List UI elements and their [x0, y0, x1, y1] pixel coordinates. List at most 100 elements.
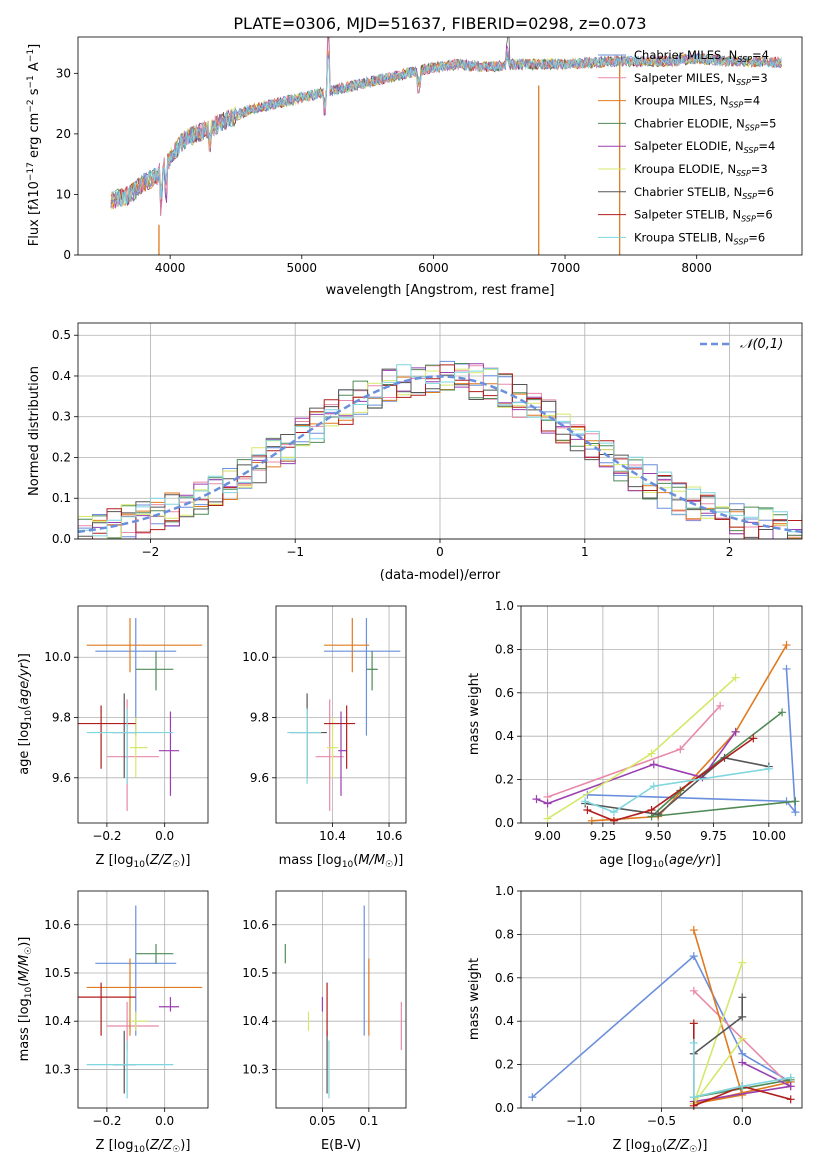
x-tick-label: 6000	[418, 261, 449, 275]
x-tick-label: 7000	[550, 261, 581, 275]
weight-line	[591, 644, 788, 822]
mass-vs-EBV-xlabel: E(B-V)	[321, 1138, 361, 1153]
x-tick-label: 5000	[287, 261, 318, 275]
x-tick-label: 0.0	[155, 1114, 174, 1128]
legend-label: Chabrier ELODIE, NSSP=5	[634, 116, 776, 132]
weight-marker	[543, 799, 552, 808]
spectrum-panel: 4000 5000 6000 7000 8000 0 10 20 30 Chabrier MIL…	[26, 36, 803, 298]
weight-marker	[649, 782, 658, 791]
y-tick-label: 0.8	[495, 927, 514, 941]
y-tick-label: 10.4	[242, 1014, 269, 1028]
weight-marker	[532, 795, 541, 804]
y-tick-label: 0.6	[495, 686, 514, 700]
age-vs-mass-panel: 10.4 10.6 9.6 9.8 10.0 mass [log10(M/M☉)]	[242, 605, 407, 870]
x-tick-label: 8000	[681, 261, 712, 275]
weight-marker	[738, 958, 747, 967]
y-tick-label: 10.3	[44, 1062, 71, 1076]
legend-label: Chabrier STELIB, NSSP=6	[634, 185, 774, 201]
legend-label: Kroupa MILES, NSSP=4	[634, 94, 760, 110]
y-tick-label: 0.1	[52, 491, 71, 505]
weight-marker	[647, 805, 656, 814]
spectrum-xlabel: wavelength [Angstrom, rest frame]	[326, 283, 555, 298]
weight-marker	[738, 1012, 747, 1021]
x-tick-label: −0.5	[647, 1114, 676, 1128]
x-tick-label: 0.0	[155, 829, 174, 843]
residual-xlabel: (data-model)/error	[380, 568, 501, 583]
y-tick-label: 0.5	[52, 328, 71, 342]
y-tick-label: 1.0	[495, 599, 514, 613]
y-tick-label: 10.6	[44, 918, 71, 932]
axes-frame	[520, 605, 803, 824]
weight-marker	[778, 708, 787, 717]
figure-title: PLATE=0306, MJD=51637, FIBERID=0298, z=0…	[233, 14, 646, 33]
spectrum-legend: Chabrier MILES, NSSP=4 Salpeter MILES, NS…	[598, 48, 776, 246]
axes-frame	[77, 890, 209, 1109]
weight-marker	[647, 749, 656, 758]
y-tick-label: 9.6	[52, 771, 71, 785]
y-tick-label: 30	[56, 66, 71, 80]
y-tick-label: 0.2	[52, 450, 71, 464]
weight-marker	[782, 664, 791, 673]
x-tick-label: −1.0	[566, 1114, 595, 1128]
weight-vs-Z-panel: −1.0 −0.5 0.0 0.0 0.2 0.4 0.6 0.8 1.0 Z [log10(Z…	[467, 884, 803, 1155]
y-tick-label: 9.8	[250, 711, 269, 725]
legend-label: Chabrier MILES, NSSP=4	[634, 48, 769, 64]
age-vs-Z-xlabel: Z [log10(Z/Z☉)]	[96, 853, 191, 870]
age-vs-Z-panel: −0.2 0.0 9.6 9.8 10.0 Z [log10(Z/Z☉)] age [l…	[17, 605, 209, 870]
x-tick-label: −2	[142, 545, 160, 559]
x-tick-label: 0.0	[733, 1114, 752, 1128]
y-tick-label: 10.4	[44, 1014, 71, 1028]
weight-marker	[791, 797, 800, 806]
y-tick-label: 10.3	[242, 1062, 269, 1076]
weight-marker	[786, 1095, 795, 1104]
weight-marker	[689, 926, 698, 935]
legend-label: Salpeter ELODIE, NSSP=4	[634, 139, 775, 155]
x-tick-label: −1	[286, 545, 304, 559]
weight-line	[585, 757, 769, 816]
axes-frame	[275, 890, 407, 1109]
weight-marker	[609, 808, 618, 817]
y-tick-label: 0.4	[495, 1014, 514, 1028]
y-tick-label: 10	[56, 187, 71, 201]
weight-line	[531, 954, 792, 1098]
weight-marker	[689, 952, 698, 961]
weight-marker	[738, 1082, 747, 1091]
weight-line	[536, 731, 737, 805]
weight-line	[547, 677, 737, 820]
y-tick-label: 10.0	[242, 650, 269, 664]
age-vs-Z-ylabel: age [log10(age/yr)]	[17, 653, 34, 775]
spectrum-line-chabrier-miles	[110, 51, 782, 208]
y-tick-label: 10.6	[242, 918, 269, 932]
y-tick-label: 0	[63, 248, 71, 262]
axes-frame	[77, 322, 803, 540]
legend-label: Kroupa ELODIE, NSSP=3	[634, 162, 768, 178]
weight-marker	[738, 1034, 747, 1043]
gaussian-curve	[78, 375, 802, 534]
residual-legend: 𝒩(0,1)	[700, 337, 783, 352]
weight-marker	[587, 816, 596, 825]
weight-vs-Z-ylabel: mass weight	[467, 958, 482, 1040]
weight-line	[587, 668, 797, 815]
weight-marker	[731, 727, 740, 736]
mass-vs-Z-panel: −0.2 0.010.310.410.510.6 Z [log10(Z/Z☉)] …	[17, 890, 209, 1155]
weight-marker	[738, 993, 747, 1002]
y-tick-label: 10.5	[242, 966, 269, 980]
weight-marker	[689, 1038, 698, 1047]
residual-hist-kroupa-stelib	[78, 364, 802, 537]
axes-frame	[77, 605, 209, 824]
y-tick-label: 0.2	[495, 1058, 514, 1072]
spectrum-ylabel: Flux [fλ10−17 erg cm−2 s−1 A−1]	[26, 44, 42, 246]
weight-marker	[689, 1101, 698, 1110]
y-tick-label: 0.0	[52, 532, 71, 546]
x-tick-label: 0	[436, 545, 444, 559]
weight-marker	[689, 1093, 698, 1102]
y-tick-label: 9.6	[250, 771, 269, 785]
residual-hist-chabrier-miles	[78, 360, 802, 539]
y-tick-label: 10.5	[44, 966, 71, 980]
weight-line	[587, 737, 754, 822]
x-tick-label: 9.50	[645, 829, 672, 843]
legend-label: Kroupa STELIB, NSSP=6	[634, 230, 765, 246]
weight-marker	[689, 1019, 698, 1028]
legend-label: Salpeter MILES, NSSP=3	[634, 71, 768, 87]
